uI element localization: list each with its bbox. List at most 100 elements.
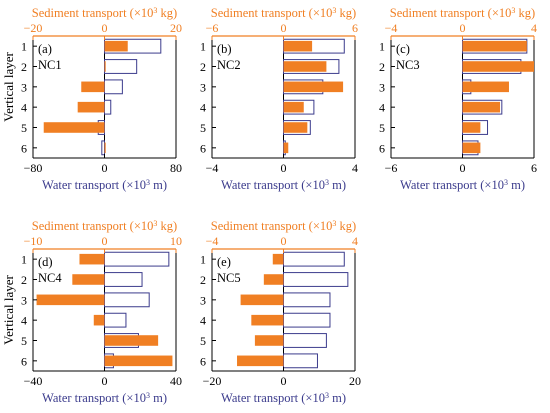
- sediment-bar-4: [284, 102, 304, 113]
- panel-name-label: NC1: [38, 58, 62, 72]
- sediment-bar-4: [463, 102, 501, 113]
- sediment-bar-1: [105, 41, 128, 52]
- water-bar-4: [284, 313, 330, 327]
- ytick-label-6: 6: [21, 141, 27, 155]
- sediment-bar-2: [105, 61, 106, 72]
- water-bar-2: [105, 273, 143, 287]
- sediment-bar-6: [105, 356, 173, 367]
- water-xtick-label: 6: [531, 161, 537, 175]
- sediment-axis-label: Sediment transport (×103 kg): [390, 6, 535, 21]
- panel-name-label: NC4: [38, 271, 62, 285]
- sediment-bar-6: [284, 143, 289, 154]
- water-xtick-label: 0: [102, 374, 108, 388]
- sediment-xtick-label: −10: [24, 234, 43, 248]
- water-bar-6: [102, 141, 105, 155]
- ytick-label-3: 3: [379, 80, 385, 94]
- ytick-label-2: 2: [379, 60, 385, 74]
- panel-id-label: (c): [396, 42, 410, 56]
- sediment-xtick-label: 0: [102, 234, 108, 248]
- sediment-bar-5: [463, 122, 481, 133]
- sediment-xtick-label: −4: [385, 21, 398, 35]
- panel-id-label: (e): [217, 255, 231, 269]
- sediment-bar-2: [72, 274, 104, 285]
- ytick-label-6: 6: [379, 141, 385, 155]
- sediment-bar-2: [463, 61, 535, 72]
- ytick-label-2: 2: [21, 60, 27, 74]
- water-xtick-label: 4: [352, 161, 358, 175]
- ytick-label-6: 6: [200, 141, 206, 155]
- water-axis-label: Water transport (×103 m): [400, 178, 525, 193]
- ytick-label-6: 6: [200, 354, 206, 368]
- ytick-label-6: 6: [21, 354, 27, 368]
- sediment-bar-4: [251, 315, 283, 326]
- sediment-xtick-label: −4: [206, 234, 219, 248]
- ytick-label-4: 4: [21, 314, 27, 328]
- ytick-label-2: 2: [21, 273, 27, 287]
- ytick-label-4: 4: [200, 314, 206, 328]
- panel-id-label: (a): [38, 42, 52, 56]
- ytick-label-4: 4: [379, 101, 385, 115]
- sediment-xtick-label: 4: [531, 21, 537, 35]
- water-axis-label: Water transport (×103 m): [221, 391, 346, 406]
- water-axis-label: Water transport (×103 m): [42, 391, 167, 406]
- water-bar-3: [105, 80, 123, 94]
- sediment-bar-4: [78, 102, 105, 113]
- sediment-bar-1: [79, 254, 104, 265]
- ytick-label-3: 3: [21, 80, 27, 94]
- panel-id-label: (d): [38, 255, 53, 269]
- ytick-label-5: 5: [200, 121, 206, 135]
- water-xtick-label: 0: [102, 161, 108, 175]
- sediment-bar-1: [273, 254, 284, 265]
- ylabel-top: Vertical layer: [1, 52, 16, 122]
- water-xtick-label: −4: [206, 161, 219, 175]
- water-xtick-label: 0: [281, 161, 287, 175]
- sediment-xtick-label: −20: [24, 21, 43, 35]
- sediment-xtick-label: 0: [460, 21, 466, 35]
- sediment-bar-5: [105, 335, 159, 346]
- water-axis-label: Water transport (×103 m): [221, 178, 346, 193]
- ytick-label-2: 2: [200, 273, 206, 287]
- water-bar-3: [284, 293, 330, 307]
- sediment-xtick-label: 0: [102, 21, 108, 35]
- sediment-xtick-label: 10: [170, 234, 182, 248]
- water-bar-6: [284, 354, 318, 368]
- water-bar-1: [105, 252, 169, 266]
- sediment-bar-6: [237, 356, 283, 367]
- sediment-bar-3: [463, 82, 509, 93]
- sediment-bar-1: [284, 41, 313, 52]
- water-bar-1: [284, 252, 345, 266]
- sediment-xtick-label: 6: [352, 21, 358, 35]
- sediment-bar-1: [463, 41, 527, 52]
- panel-name-label: NC5: [217, 271, 241, 285]
- water-bar-4: [105, 100, 111, 114]
- water-xtick-label: 0: [281, 374, 287, 388]
- ytick-label-4: 4: [21, 101, 27, 115]
- water-xtick-label: −6: [385, 161, 398, 175]
- ytick-label-5: 5: [21, 121, 27, 135]
- water-xtick-label: −20: [203, 374, 222, 388]
- water-xtick-label: 80: [170, 161, 182, 175]
- sediment-xtick-label: 0: [281, 21, 287, 35]
- panel-name-label: NC3: [396, 58, 420, 72]
- sediment-xtick-label: 20: [170, 21, 182, 35]
- ytick-label-2: 2: [200, 60, 206, 74]
- sediment-bar-4: [94, 315, 105, 326]
- ytick-label-3: 3: [200, 293, 206, 307]
- sediment-axis-label: Sediment transport (×103 kg): [32, 219, 177, 234]
- ytick-label-3: 3: [200, 80, 206, 94]
- sediment-bar-5: [284, 122, 308, 133]
- water-xtick-label: −80: [24, 161, 43, 175]
- sediment-axis-label: Sediment transport (×103 kg): [211, 219, 356, 234]
- sediment-bar-3: [241, 295, 284, 306]
- ytick-label-1: 1: [21, 253, 27, 267]
- sediment-bar-2: [284, 61, 327, 72]
- ytick-label-4: 4: [200, 101, 206, 115]
- panel-name-label: NC2: [217, 58, 241, 72]
- water-xtick-label: 0: [460, 161, 466, 175]
- water-axis-label: Water transport (×103 m): [42, 178, 167, 193]
- ytick-label-1: 1: [379, 40, 385, 54]
- sediment-bar-6: [105, 143, 106, 154]
